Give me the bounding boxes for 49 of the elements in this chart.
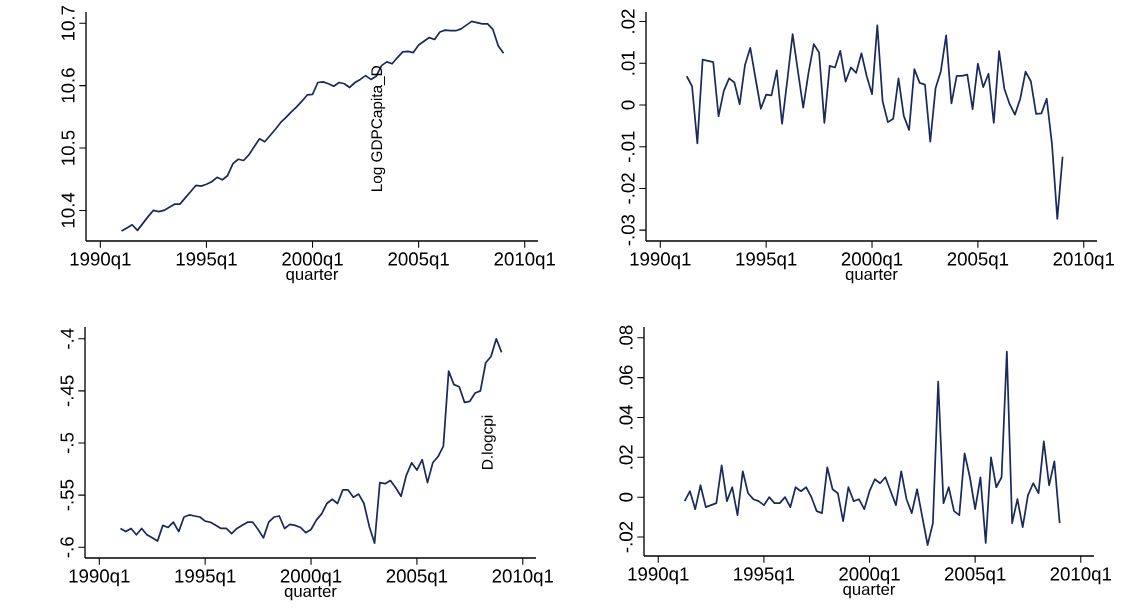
y-tick-label: 10.6 — [61, 68, 75, 103]
y-tick-label: .01 — [621, 51, 635, 75]
y-tick-label: .04 — [619, 405, 633, 429]
y-tick-label: .08 — [619, 325, 633, 350]
line-series — [119, 337, 503, 544]
x-tick-label: 2005q1 — [944, 567, 1006, 585]
y-tick-label: -.55 — [60, 479, 74, 511]
y-tick-label: -.4 — [60, 328, 74, 349]
annotation: Log GDPCapita_D — [370, 66, 386, 192]
y-tick-label: .02 — [621, 9, 635, 33]
annotation: D.logcpi — [481, 415, 496, 469]
x-tick-label: 2005q1 — [947, 252, 1009, 270]
x-tick-label: 1990q1 — [630, 252, 691, 270]
y-tick-label: -.01 — [621, 131, 635, 162]
x-tick-label: 2010q1 — [1053, 252, 1114, 270]
y-tick-label: -.02 — [619, 521, 633, 553]
y-tick-label: 10.4 — [61, 192, 75, 228]
y-tick-label: -.45 — [60, 375, 74, 407]
y-tick-label: 10.5 — [61, 130, 75, 165]
x-tick-label: 2005q1 — [386, 569, 448, 587]
x-tick-label: 2000q1 — [282, 252, 343, 270]
y-tick-label: 0 — [621, 100, 635, 110]
y-tick-label: .02 — [619, 445, 633, 469]
x-tick-label: 2000q1 — [280, 569, 342, 587]
x-tick-label: 2010q1 — [492, 569, 553, 587]
x-axis-title: quarter — [286, 269, 339, 284]
x-tick-label: 1990q1 — [69, 569, 130, 587]
y-tick-label: -.03 — [621, 214, 635, 246]
y-tick-label: .06 — [619, 365, 633, 389]
y-tick-label: -.02 — [621, 173, 635, 204]
y-tick-label: -.6 — [60, 537, 74, 558]
x-axis-title: quarter — [284, 586, 337, 601]
x-tick-label: 1995q1 — [734, 567, 795, 585]
x-tick-label: 1995q1 — [176, 252, 237, 270]
x-tick-label: 1995q1 — [175, 569, 236, 587]
line-series — [685, 24, 1064, 220]
x-tick-label: 2005q1 — [388, 252, 449, 270]
y-tick-label: 0 — [619, 492, 633, 502]
x-axis-title: quarter — [845, 269, 898, 284]
x-tick-label: 1995q1 — [736, 252, 797, 270]
x-tick-label: 1990q1 — [628, 567, 689, 585]
x-axis-title: quarter — [843, 584, 896, 599]
x-tick-label: 2010q1 — [494, 252, 555, 270]
x-tick-label: 2000q1 — [839, 567, 900, 585]
y-tick-label: 10.7 — [61, 5, 75, 40]
x-tick-label: 2010q1 — [1050, 567, 1112, 585]
y-tick-label: -.5 — [60, 432, 74, 454]
x-tick-label: 1990q1 — [70, 252, 131, 270]
x-tick-label: 2000q1 — [841, 252, 903, 270]
